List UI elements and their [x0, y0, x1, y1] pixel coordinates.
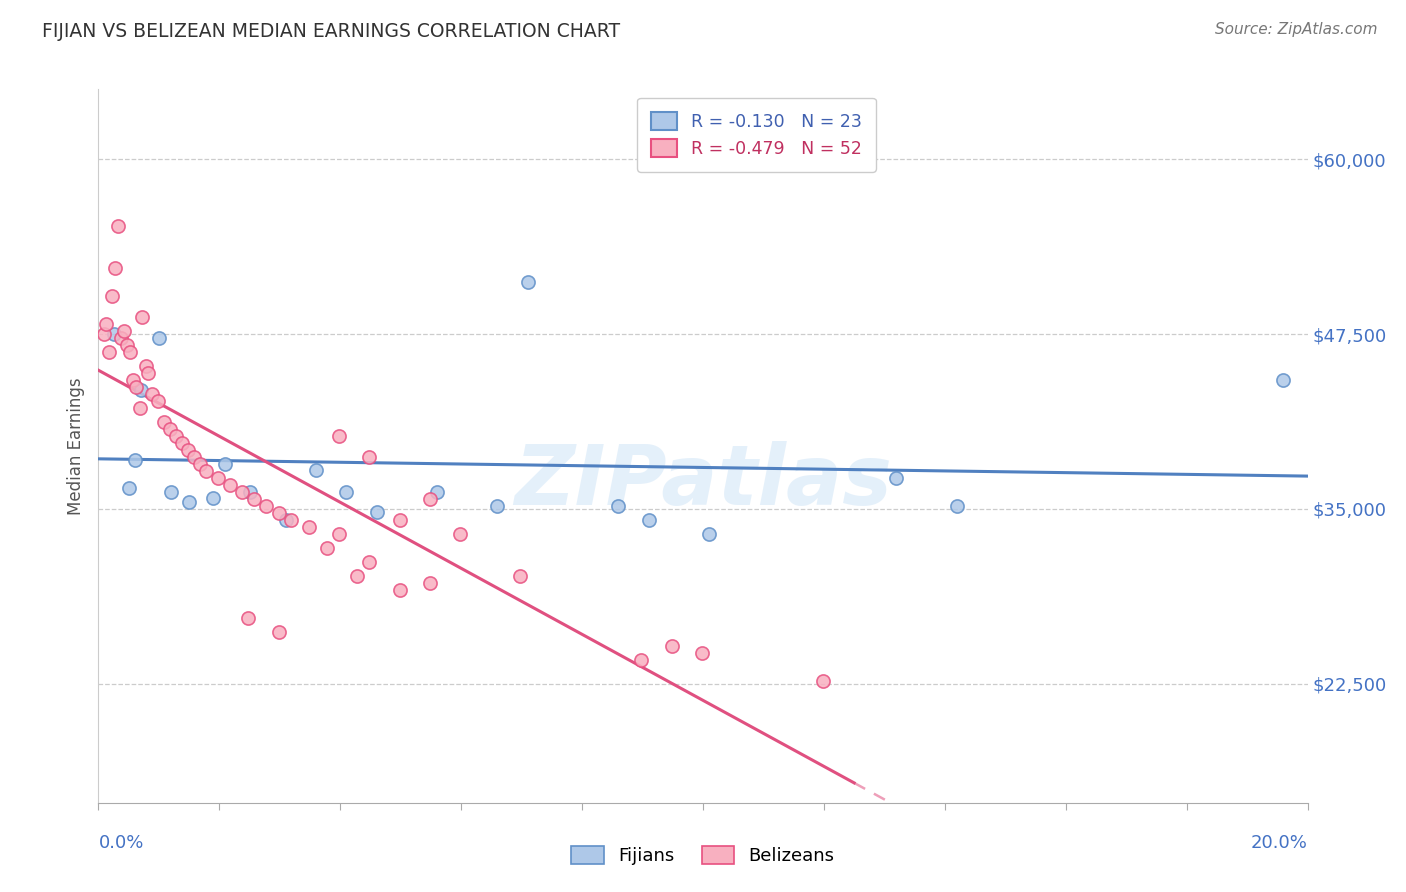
Point — [177, 443, 200, 458]
Point — [419, 576, 441, 591]
Point — [117, 338, 139, 352]
Legend: R = -0.130   N = 23, R = -0.479   N = 52: R = -0.130 N = 23, R = -0.479 N = 52 — [637, 98, 876, 172]
Point — [486, 499, 509, 513]
Point — [630, 653, 652, 667]
Point — [104, 261, 127, 276]
Point — [231, 485, 253, 500]
Point — [359, 555, 381, 569]
Point — [179, 495, 201, 509]
Point — [159, 422, 181, 436]
Y-axis label: Median Earnings: Median Earnings — [67, 377, 86, 515]
Point — [328, 527, 350, 541]
Point — [359, 450, 381, 465]
Point — [280, 513, 302, 527]
Point — [107, 219, 129, 234]
Point — [148, 331, 170, 345]
Text: 0.0%: 0.0% — [98, 834, 143, 852]
Point — [165, 429, 187, 443]
Point — [93, 327, 115, 342]
Point — [243, 492, 266, 507]
Point — [136, 366, 159, 380]
Point — [298, 520, 321, 534]
Point — [239, 485, 262, 500]
Point — [516, 275, 538, 289]
Point — [219, 478, 242, 492]
Point — [122, 373, 145, 387]
Point — [946, 499, 969, 513]
Point — [267, 506, 290, 520]
Text: 20.0%: 20.0% — [1251, 834, 1308, 852]
Text: Source: ZipAtlas.com: Source: ZipAtlas.com — [1215, 22, 1378, 37]
Point — [388, 513, 411, 527]
Point — [607, 499, 630, 513]
Point — [129, 383, 152, 397]
Point — [170, 436, 193, 450]
Point — [128, 401, 150, 416]
Text: ZIPatlas: ZIPatlas — [515, 442, 891, 522]
Point — [183, 450, 205, 465]
Point — [238, 611, 260, 625]
Point — [426, 485, 449, 500]
Point — [328, 429, 350, 443]
Point — [195, 464, 218, 478]
Point — [690, 646, 713, 660]
Point — [214, 457, 236, 471]
Point — [335, 485, 357, 500]
Point — [1272, 373, 1295, 387]
Point — [152, 415, 174, 429]
Point — [135, 359, 157, 374]
Text: FIJIAN VS BELIZEAN MEDIAN EARNINGS CORRELATION CHART: FIJIAN VS BELIZEAN MEDIAN EARNINGS CORRE… — [42, 22, 620, 41]
Point — [188, 457, 211, 471]
Point — [509, 569, 531, 583]
Point — [124, 453, 146, 467]
Point — [118, 481, 141, 495]
Point — [131, 310, 153, 325]
Point — [449, 527, 471, 541]
Point — [267, 625, 290, 640]
Point — [98, 345, 121, 359]
Point — [256, 499, 278, 513]
Point — [160, 485, 183, 500]
Point — [125, 380, 148, 394]
Point — [207, 471, 229, 485]
Point — [316, 541, 339, 556]
Point — [141, 387, 163, 401]
Point — [366, 505, 388, 519]
Point — [103, 327, 125, 342]
Legend: Fijians, Belizeans: Fijians, Belizeans — [562, 837, 844, 874]
Point — [697, 527, 720, 541]
Point — [305, 463, 328, 477]
Point — [100, 289, 122, 303]
Point — [346, 569, 368, 583]
Point — [112, 324, 135, 338]
Point — [811, 674, 834, 689]
Point — [110, 331, 132, 345]
Point — [146, 394, 169, 409]
Point — [202, 491, 225, 505]
Point — [388, 583, 411, 598]
Point — [419, 492, 441, 507]
Point — [118, 345, 141, 359]
Point — [661, 639, 683, 653]
Point — [94, 318, 117, 332]
Point — [274, 513, 297, 527]
Point — [886, 471, 908, 485]
Point — [637, 513, 659, 527]
